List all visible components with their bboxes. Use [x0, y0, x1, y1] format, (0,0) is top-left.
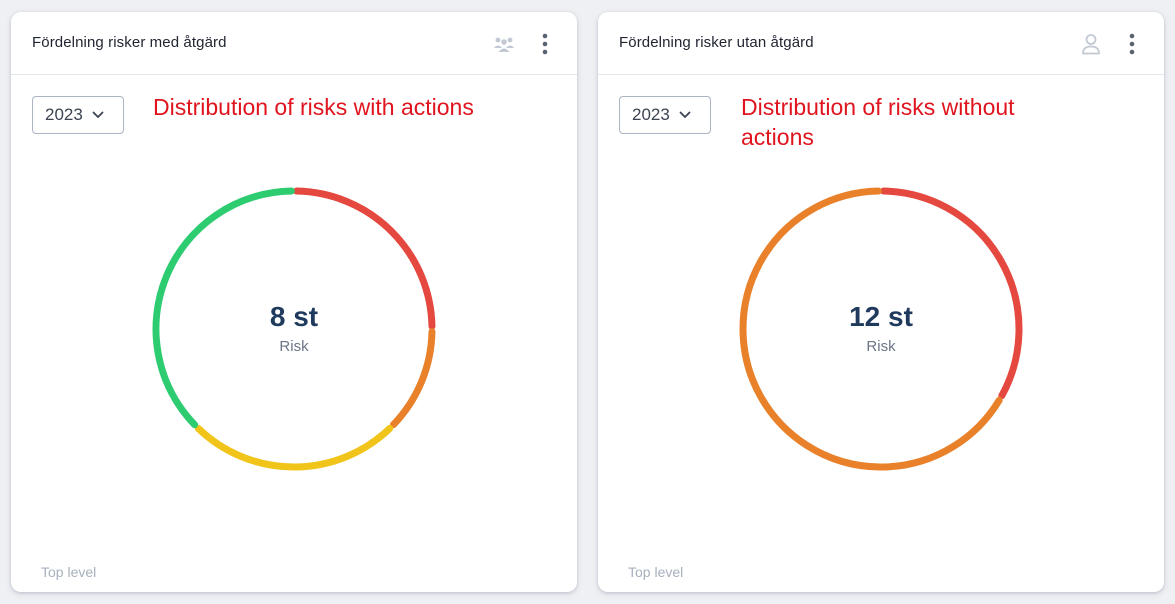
total-value: 8 st — [269, 301, 319, 332]
total-label: Risk — [866, 338, 896, 355]
year-select[interactable]: 2023 — [32, 96, 124, 134]
total-value: 12 st — [849, 301, 913, 332]
year-select-value: 2023 — [45, 105, 83, 124]
level-label: Top level — [41, 564, 97, 580]
people-icon[interactable] — [492, 32, 516, 56]
donut-segment[interactable] — [739, 187, 1003, 471]
annotation-text: Distribution of risks without actions — [741, 94, 1015, 150]
card-title: Fördelning risker med åtgärd — [32, 34, 227, 51]
chevron-down-icon — [679, 111, 691, 119]
card-header: Fördelning risker utan åtgärd — [598, 12, 1164, 75]
year-select[interactable]: 2023 — [619, 96, 711, 134]
chevron-down-icon — [92, 111, 104, 119]
donut-segment[interactable] — [293, 187, 436, 330]
donut-chart — [152, 187, 436, 471]
donut-segment[interactable] — [880, 187, 1023, 400]
person-icon[interactable] — [1079, 32, 1103, 56]
more-options-icon[interactable] — [533, 32, 557, 56]
donut-segment[interactable] — [152, 187, 295, 429]
level-label: Top level — [628, 564, 684, 580]
year-select-value: 2023 — [632, 105, 670, 124]
donut-segment[interactable] — [194, 424, 394, 471]
card-title: Fördelning risker utan åtgärd — [619, 34, 814, 51]
total-label: Risk — [279, 338, 309, 355]
risk-card-with-actions: Fördelning risker med åtgärd 2023 Dis — [11, 12, 577, 592]
risk-card-without-actions: Fördelning risker utan åtgärd 2023 Distr… — [598, 12, 1164, 592]
donut-chart — [739, 187, 1023, 471]
card-header: Fördelning risker med åtgärd — [11, 12, 577, 75]
annotation-text: Distribution of risks with actions — [153, 94, 474, 120]
more-options-icon[interactable] — [1120, 32, 1144, 56]
donut-segment[interactable] — [389, 328, 436, 429]
